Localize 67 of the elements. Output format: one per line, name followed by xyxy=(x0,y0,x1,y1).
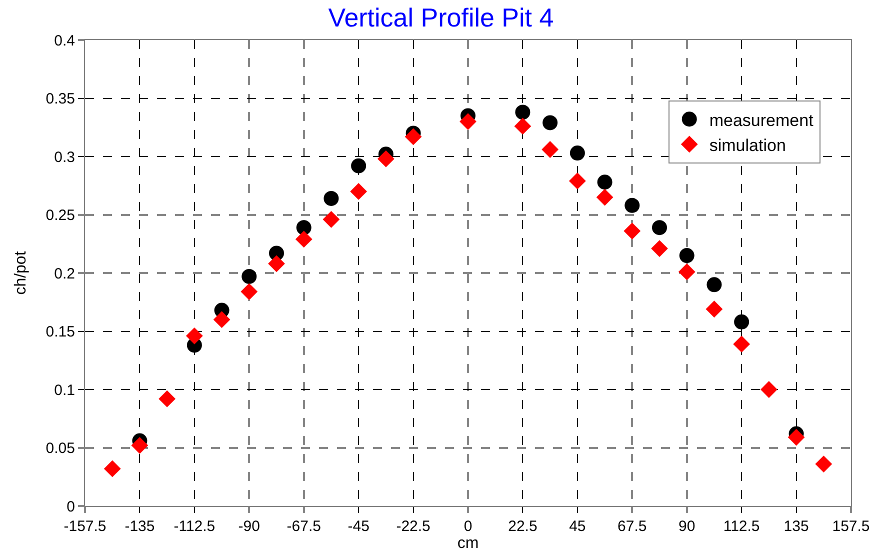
point xyxy=(268,255,285,272)
x-tick-label: 157.5 xyxy=(832,518,870,535)
point xyxy=(377,150,394,168)
point xyxy=(679,248,694,264)
point xyxy=(322,210,340,228)
point xyxy=(515,104,530,120)
point xyxy=(815,456,832,473)
point xyxy=(734,314,750,330)
x-axis-title: cm xyxy=(457,535,479,552)
point xyxy=(624,222,641,240)
x-tick-label: -112.5 xyxy=(174,518,216,535)
point xyxy=(788,428,805,446)
point xyxy=(296,220,312,236)
y-tick-label: 0 xyxy=(66,498,75,516)
point xyxy=(624,198,640,213)
point xyxy=(597,174,612,190)
point xyxy=(104,460,121,478)
x-tick-label: -157.5 xyxy=(64,518,106,535)
x-tick-label: 45 xyxy=(569,518,586,535)
x-tick-label: 67.5 xyxy=(618,518,647,535)
y-tick-label: 0.05 xyxy=(46,440,75,457)
y-tick-label: 0.4 xyxy=(54,32,75,50)
legend-label: measurement xyxy=(709,110,814,130)
point xyxy=(760,381,778,398)
point xyxy=(213,311,230,328)
point xyxy=(460,113,476,130)
point xyxy=(570,146,585,161)
y-tick-label: 0.25 xyxy=(46,207,75,224)
point xyxy=(131,436,148,454)
chart-title: Vertical Profile Pit 4 xyxy=(328,2,554,33)
x-tick-label: 112.5 xyxy=(723,518,760,535)
y-axis-title: ch/pot xyxy=(12,250,30,295)
point xyxy=(733,336,750,353)
point xyxy=(324,190,339,206)
x-tick-label: -135 xyxy=(124,518,155,535)
point xyxy=(404,128,422,146)
point xyxy=(240,283,258,300)
x-tick-label: -90 xyxy=(238,518,260,535)
y-tick-label: 0.35 xyxy=(46,90,75,108)
point xyxy=(651,240,668,257)
y-tick-label: 0.15 xyxy=(46,324,75,340)
point xyxy=(514,118,532,135)
point xyxy=(186,327,203,344)
point xyxy=(678,263,696,280)
point xyxy=(596,188,614,206)
y-tick-label: 0.2 xyxy=(54,265,75,282)
point xyxy=(350,183,368,200)
x-tick-label: -22.5 xyxy=(396,518,430,535)
x-tick-label: -67.5 xyxy=(286,518,321,535)
y-tick-label: 0.3 xyxy=(54,148,75,166)
point xyxy=(542,141,559,158)
point xyxy=(542,115,558,130)
point xyxy=(351,158,366,174)
point xyxy=(242,268,257,284)
point xyxy=(568,172,586,190)
x-tick-label: 22.5 xyxy=(508,518,538,535)
point xyxy=(706,277,722,292)
x-tick-label: 135 xyxy=(784,518,809,535)
x-tick-label: -45 xyxy=(348,518,370,535)
point xyxy=(706,300,723,318)
x-tick-label: 90 xyxy=(678,518,696,535)
y-tick-label: 0.1 xyxy=(54,382,75,399)
point xyxy=(652,220,667,236)
point xyxy=(295,230,312,248)
point xyxy=(158,390,176,408)
x-tick-label: 0 xyxy=(464,518,472,535)
legend-label: simulation xyxy=(709,136,786,155)
